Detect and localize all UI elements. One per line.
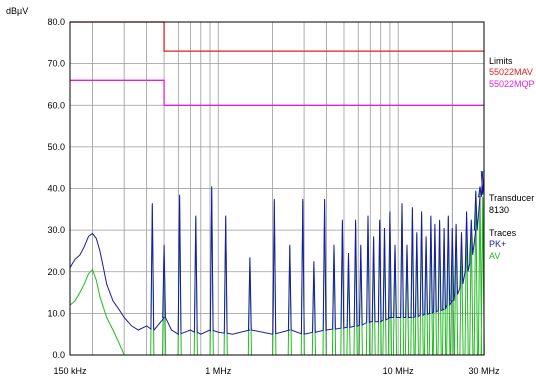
limit-line-55022mqp <box>70 79 484 106</box>
x-tick-label: 30 MHz <box>468 366 500 376</box>
grid <box>70 21 485 356</box>
trace-lines <box>69 167 485 356</box>
x-tick-labels: 150 kHz 1 MHz 10 MHz 30 MHz <box>53 366 500 376</box>
legend-limits-heading: Limits <box>489 56 513 66</box>
limit-line-55022mav <box>70 21 484 52</box>
trace-pk <box>69 167 485 336</box>
y-tick-label: 10.0 <box>47 308 65 318</box>
plot-frame <box>69 21 485 356</box>
y-tick-label: 80.0 <box>47 17 65 27</box>
y-tick-label: 50.0 <box>47 142 65 152</box>
y-tick-label: 40.0 <box>47 184 65 194</box>
y-tick-label: 60.0 <box>47 100 65 110</box>
legend-limit-55022mav: 55022MAV <box>489 67 533 77</box>
y-tick-labels: 0.0 10.0 20.0 30.0 40.0 50.0 60.0 70.0 80.0 <box>47 17 65 360</box>
y-tick-label: 0.0 <box>52 350 65 360</box>
legend-limit-55022mqp: 55022MQP <box>489 79 535 89</box>
x-tick-label: 10 MHz <box>383 366 415 376</box>
legend-transducer-heading: Transducer <box>489 193 534 203</box>
legend-traces-heading: Traces <box>489 228 517 238</box>
y-tick-label: 30.0 <box>47 225 65 235</box>
x-tick-label: 1 MHz <box>205 366 232 376</box>
legend: Limits 55022MAV 55022MQP Transducer 8130… <box>489 56 535 261</box>
y-axis-unit-label: dBµV <box>6 6 28 16</box>
legend-trace-pk: PK+ <box>489 239 506 249</box>
y-tick-label: 70.0 <box>47 59 65 69</box>
x-tick-label: 150 kHz <box>53 366 87 376</box>
legend-trace-av: AV <box>489 251 500 261</box>
y-tick-label: 20.0 <box>47 267 65 277</box>
legend-transducer-value: 8130 <box>489 205 509 215</box>
